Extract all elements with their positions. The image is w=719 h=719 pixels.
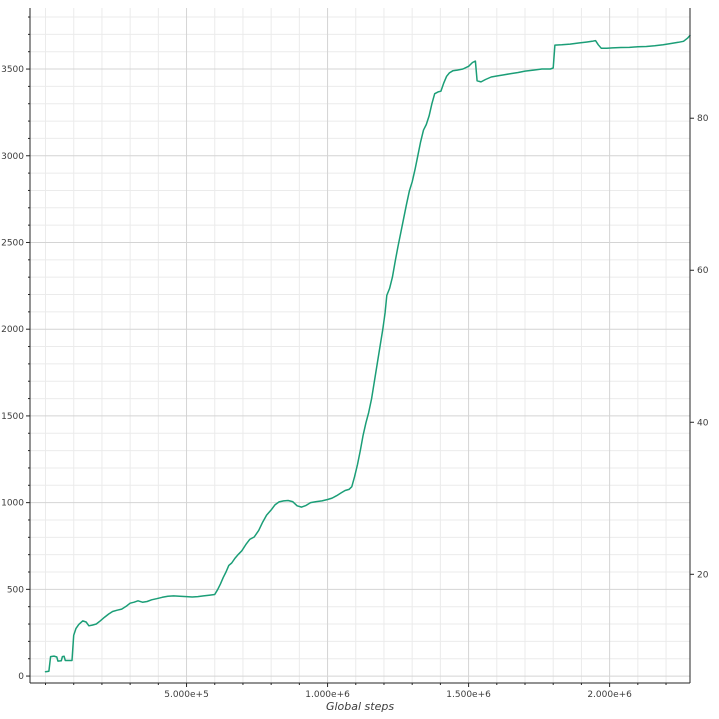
x-tick-label: 1.500e+6: [446, 690, 491, 700]
grid-major: [30, 8, 690, 683]
y-left-tick-label: 3000: [1, 152, 24, 162]
y-left-tick-label: 1500: [1, 412, 24, 422]
x-tick-label: 1.000e+6: [305, 690, 350, 700]
tick-labels: 5.000e+5 1.000e+6 1.500e+6 2.000e+6 0 500 1000…: [1, 65, 709, 700]
y-left-tick-label: 1000: [1, 499, 24, 509]
y-left-tick-label: 2500: [1, 238, 24, 248]
y-left-tick-label: 3500: [1, 65, 24, 75]
tick-marks: [26, 16, 694, 687]
x-tick-label: 5.000e+5: [164, 690, 209, 700]
y-left-tick-label: 0: [18, 672, 24, 682]
x-axis-label: Global steps: [325, 700, 395, 713]
y-right-tick-label: 80: [697, 114, 709, 124]
grid-minor: [30, 8, 690, 683]
x-tick-label: 2.000e+6: [587, 690, 632, 700]
y-left-tick-label: 2000: [1, 325, 24, 335]
y-right-tick-label: 60: [697, 266, 709, 276]
axis-spines: [29, 8, 691, 684]
series-line: [44, 34, 691, 673]
y-right-tick-label: 20: [697, 570, 709, 580]
y-right-tick-label: 40: [697, 418, 709, 428]
y-left-tick-label: 500: [7, 585, 24, 595]
